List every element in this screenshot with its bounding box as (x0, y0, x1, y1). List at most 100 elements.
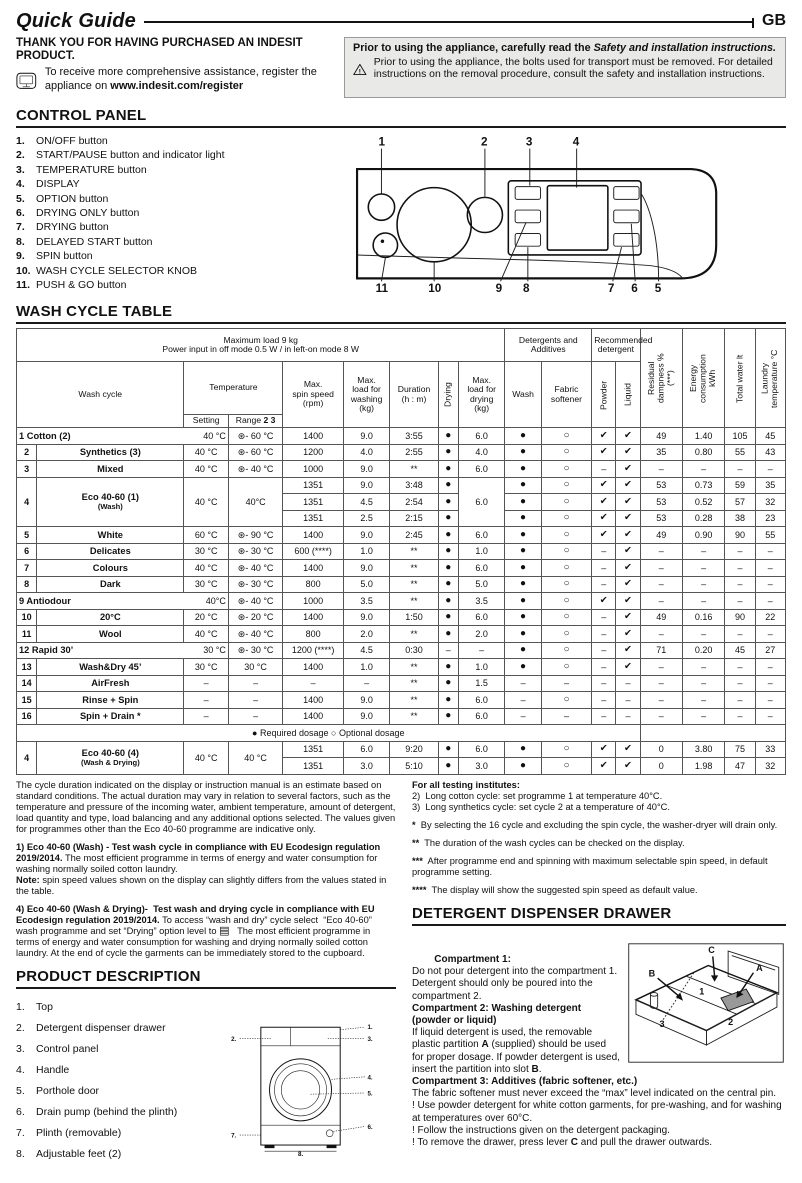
svg-text:3: 3 (526, 136, 533, 149)
table-cell: 1000 (282, 592, 344, 610)
list-item: 3. TEMPERATURE button (16, 163, 147, 176)
language-badge: GB (762, 12, 786, 29)
table-cell: – (591, 707, 617, 725)
svg-text:7: 7 (608, 282, 615, 294)
table-cell: ● (504, 526, 542, 544)
detergent-drawer-diagram: B C A 1 2 3 (628, 943, 784, 1063)
table-row: ● Required dosage ○ Optional dosage (16, 724, 787, 742)
table-cell: ○ (540, 740, 593, 758)
table-cell: 3.5 (457, 592, 506, 610)
table-cell: 4.5 (342, 641, 391, 659)
table-cell: 1.0 (457, 658, 506, 676)
table-cell: 40 °C (183, 460, 229, 478)
table-cell: 57 (724, 493, 756, 511)
intro-row: THANK YOU FOR HAVING PURCHASED AN INDESI… (16, 37, 786, 98)
table-cell: – (681, 691, 726, 709)
svg-text:11: 11 (376, 282, 389, 294)
wash-cycle-table-heading: WASH CYCLE TABLE (16, 303, 173, 320)
svg-text:7.: 7. (231, 1132, 236, 1139)
table-cell: ** (389, 707, 439, 725)
svg-text:C: C (708, 945, 715, 955)
text-segment: A (481, 1039, 489, 1051)
table-cell: 4 (15, 740, 38, 775)
table-cell: 800 (282, 575, 344, 593)
table-cell: ✔ (615, 559, 641, 577)
thank-you-block: THANK YOU FOR HAVING PURCHASED AN INDESI… (16, 37, 332, 98)
table-cell: – (615, 707, 641, 725)
table-cell: ● (504, 476, 542, 494)
table-cell: ● (504, 658, 542, 676)
svg-text:1: 1 (699, 986, 704, 996)
table-cell: 20 °C (183, 608, 229, 626)
text-segment: The cycle duration indicated on the disp… (16, 779, 398, 834)
table-caption-cell: Maximum load 9 kg Power input in off mode… (15, 328, 506, 362)
control-panel-list: 1. ON/OFF button 2. START/PAUSE button and … (16, 132, 334, 294)
svg-text:4.: 4. (367, 1074, 372, 1081)
table-cell: Delicates (36, 542, 185, 560)
page-title: Quick Guide (16, 9, 137, 32)
table-cell: ✔ (615, 641, 641, 659)
svg-text:2: 2 (481, 136, 488, 149)
table-cell: – (681, 460, 726, 478)
table-cell: 1351 (282, 740, 344, 758)
table-cell: – (724, 674, 756, 692)
product-description-heading: PRODUCT DESCRIPTION (16, 967, 201, 985)
table-cell: ○ (540, 509, 593, 527)
table-cell (639, 724, 787, 742)
table-cell: ** (389, 592, 439, 610)
table-cell: 53 (639, 509, 683, 527)
table-cell: ● (504, 559, 542, 577)
table-cell: 15 (15, 691, 38, 709)
list-item: 8. DELAYED START button (16, 235, 153, 248)
table-cell: ⊛- 30 °C (227, 575, 284, 593)
table-cell: 3.80 (681, 740, 726, 758)
table-cell: 800 (282, 625, 344, 643)
table-cell: 40 °C (227, 740, 284, 775)
table-cell: ● (437, 608, 459, 626)
register-url-link[interactable]: www.indesit.com/register (110, 79, 244, 92)
list-item: 10. WASH CYCLE SELECTOR KNOB (16, 264, 198, 277)
table-row: 4 Eco 40-60 (1) (Wash) 40 °C 40°C 1351 9.0 3:48… (15, 476, 787, 527)
table-cell: 0 (639, 740, 683, 758)
table-cell: 45 (754, 427, 787, 445)
table-cell: – (724, 542, 756, 560)
table-cell: – (754, 542, 787, 560)
table-cell: ✔ (591, 592, 617, 610)
table-cell: ** (389, 691, 439, 709)
table-cell: ○ (540, 493, 593, 511)
table-row: 8 Dark 30 °C ⊛- 30 °C 800 5.0 ** ● 5.0 ● ○ – ✔ – – – – (15, 575, 787, 593)
table-cell: 90 (724, 608, 756, 626)
table-cell: ○ (540, 526, 593, 544)
table-cell: ● (504, 608, 542, 626)
table-cell: – (754, 691, 787, 709)
register-monitor-icon (16, 72, 37, 89)
table-cell: 6.0 (457, 559, 506, 577)
table-cell: 3.5 (342, 592, 391, 610)
table-cell: 71 (639, 641, 683, 659)
table-cell: – (754, 592, 787, 610)
table-cell: – (724, 592, 756, 610)
table-cell: 4.0 (457, 443, 506, 461)
table-cell: 53 (639, 476, 683, 494)
table-cell: 2:45 (389, 526, 439, 544)
col-header-energy: Energy consumption kWh (682, 328, 725, 428)
table-cell: – (754, 625, 787, 643)
table-header-row: Setting Range 2 3 (17, 414, 786, 428)
table-row: 13 Wash&Dry 45’ 30 °C 30 °C 1400 1.0 ** ● 1.0 ● ○ –… (15, 658, 787, 676)
table-cell: ○ (540, 625, 593, 643)
detergent-drawer-heading: DETERGENT DISPENSER DRAWER (412, 904, 672, 922)
table-cell: ○ (540, 427, 593, 445)
svg-text:6: 6 (631, 282, 638, 294)
table-cell: 4 (15, 476, 38, 527)
control-panel-diagram: 1 2 3 4 11 10 (355, 136, 718, 294)
table-cell: ✔ (591, 509, 617, 527)
table-cell: ○ (540, 575, 593, 593)
table-cell: 38 (724, 509, 756, 527)
table-cell: – (342, 674, 391, 692)
table-cell: 55 (724, 443, 756, 461)
list-item: 6. Drain pump (behind the plinth) (16, 1105, 178, 1118)
table-cell: ● (437, 542, 459, 560)
text-segment: Note: (16, 874, 40, 885)
table-row: 14 AirFresh – – – – ** ● 1.5– – – – – – – – (15, 674, 787, 692)
table-cell: – (540, 707, 593, 725)
